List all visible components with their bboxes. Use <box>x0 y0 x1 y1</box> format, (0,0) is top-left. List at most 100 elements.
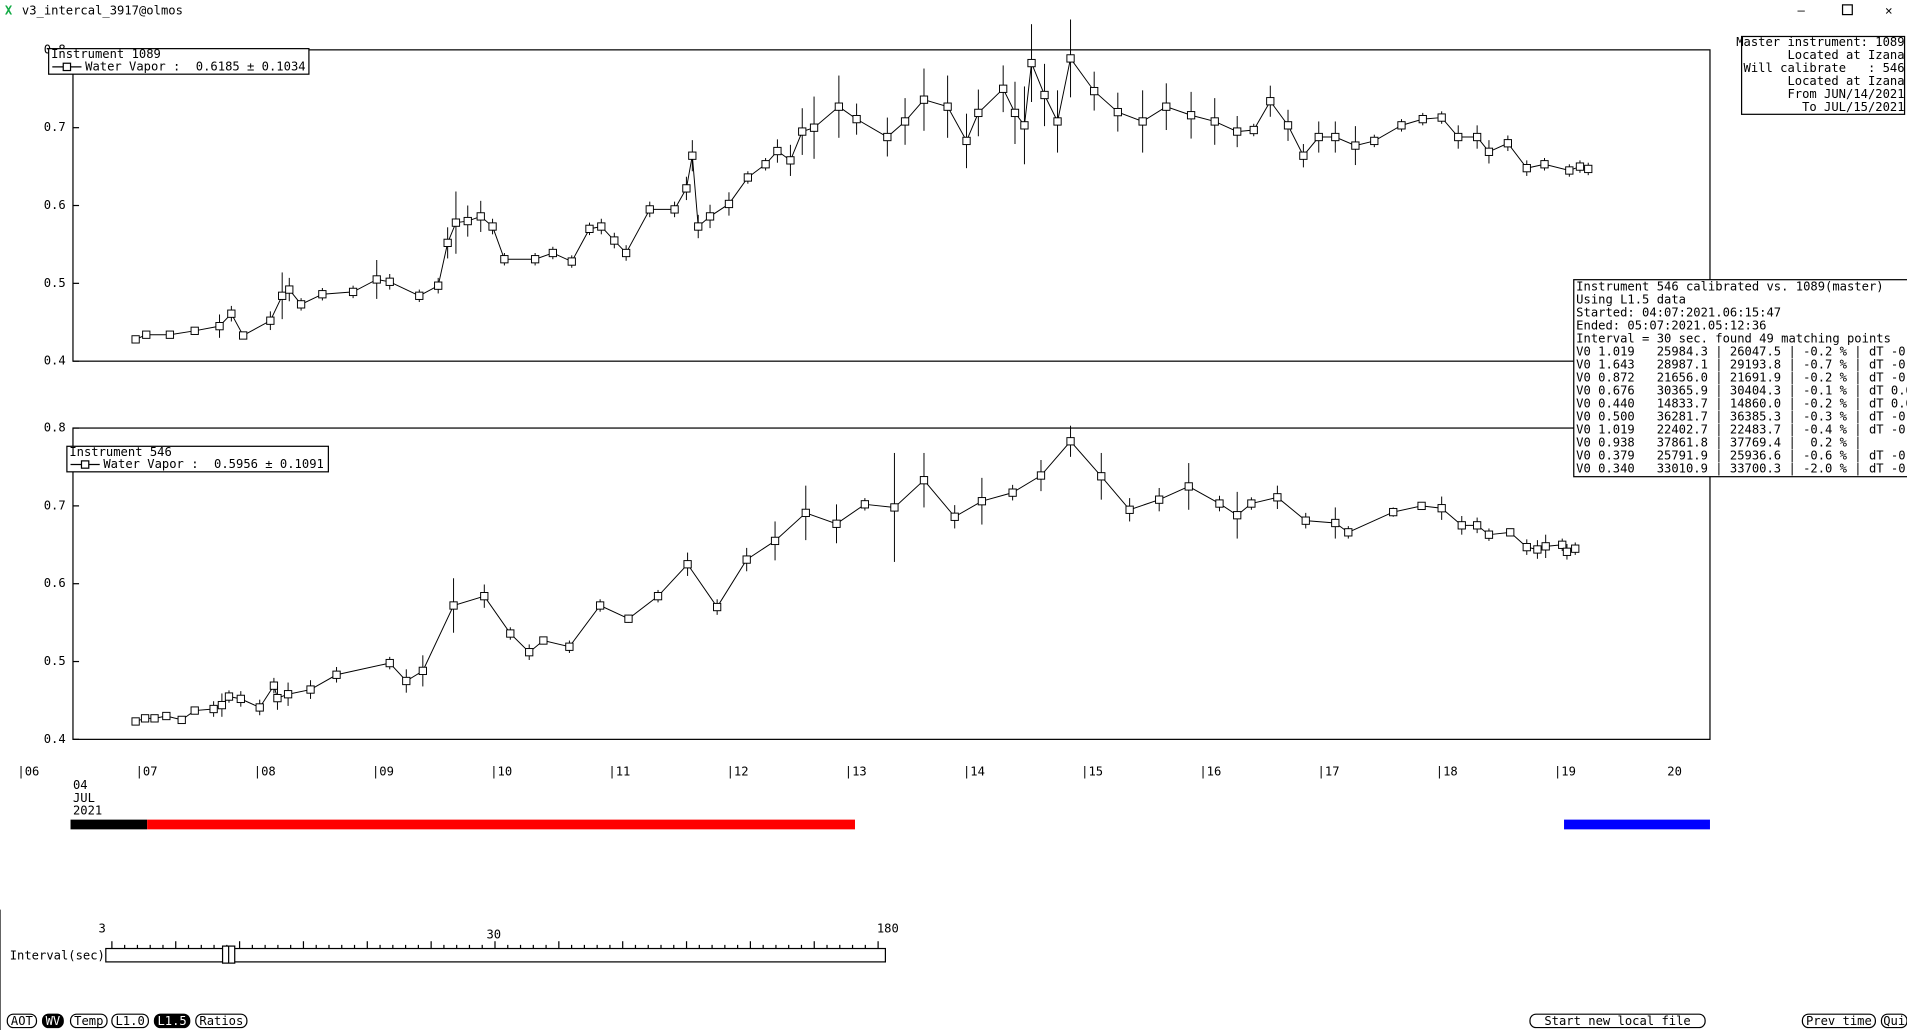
data-point <box>1053 117 1062 126</box>
calibration-line: V0 0.500 36281.7 | 36385.3 | -0.3 % | dT… <box>1576 410 1907 425</box>
button[interactable]: Qui <box>1880 1013 1907 1029</box>
data-point <box>1215 499 1224 508</box>
data-point <box>1454 132 1463 142</box>
data-point <box>530 255 540 264</box>
data-point <box>131 717 140 726</box>
button-label[interactable]: WV <box>46 1014 61 1028</box>
app-icon: X <box>5 3 13 17</box>
data-point <box>900 117 910 126</box>
data-point <box>296 300 306 309</box>
button-frame[interactable] <box>111 1013 149 1029</box>
data-point <box>150 714 159 723</box>
data-point <box>318 290 327 299</box>
data-point <box>525 648 534 657</box>
calibration-line: V0 0.379 25791.9 | 25936.6 | -0.6 % | dT… <box>1576 449 1907 464</box>
button-label[interactable]: Prev time <box>1806 1014 1872 1028</box>
data-point <box>1162 102 1171 111</box>
data-point <box>142 330 151 339</box>
legend-marker <box>62 62 72 72</box>
data-point <box>434 281 443 290</box>
button[interactable]: Temp <box>69 1013 108 1029</box>
button-label[interactable]: L1.5 <box>157 1014 186 1028</box>
x-tick-label: |06 <box>17 765 39 780</box>
button[interactable]: Prev time <box>1801 1013 1876 1029</box>
button-label[interactable]: AOT <box>11 1014 34 1028</box>
data-point <box>266 316 275 325</box>
data-point <box>177 715 186 725</box>
button-frame[interactable] <box>1801 1013 1876 1029</box>
data-point <box>1370 136 1379 146</box>
button-frame[interactable] <box>1880 1013 1907 1029</box>
button-frame[interactable] <box>6 1013 38 1029</box>
data-point <box>974 108 983 118</box>
range-bar-red <box>147 819 855 830</box>
data-point <box>1066 437 1075 446</box>
y-tick-label: 0.4 <box>44 732 66 746</box>
legend-name: Water Vapor : <box>103 457 198 471</box>
data-point <box>451 218 461 227</box>
data-point <box>1558 540 1567 549</box>
data-point <box>1090 86 1099 96</box>
data-point <box>713 602 722 612</box>
window-title: v3_intercal_3917@olmos <box>22 3 183 17</box>
x-tick-label: |10 <box>490 765 512 780</box>
data-point <box>1584 164 1593 174</box>
data-point <box>621 248 631 258</box>
data-point <box>372 275 381 284</box>
slider-label: Interval(sec) <box>10 948 105 962</box>
master-line: Located at Izana <box>1787 48 1904 62</box>
x-tick-label: 20 <box>1667 765 1682 779</box>
button[interactable]: WV <box>41 1013 64 1029</box>
data-point <box>1036 471 1046 480</box>
calibration-line: Started: 04:07:2021.06:15:47 <box>1576 306 1781 320</box>
calibration-line: Using L1.5 data <box>1576 293 1686 307</box>
data-point <box>1247 499 1256 508</box>
data-point <box>682 184 691 193</box>
data-point <box>449 601 458 610</box>
data-point <box>480 592 489 601</box>
button[interactable]: Start new local file <box>1529 1013 1706 1029</box>
button[interactable]: L1.0 <box>111 1013 149 1029</box>
button-frame[interactable] <box>41 1013 64 1029</box>
master-line: From JUN/14/2021 <box>1787 87 1904 101</box>
data-point <box>140 714 150 723</box>
x-tick-label: |19 <box>1554 765 1576 780</box>
y-tick-label: 0.4 <box>44 354 66 368</box>
minimize-button[interactable]: – <box>1798 3 1806 17</box>
plot-frame <box>72 49 1711 362</box>
data-point <box>834 102 844 111</box>
restore-button[interactable] <box>1841 4 1853 16</box>
button-label[interactable]: Start new local file <box>1544 1014 1690 1028</box>
button-label[interactable]: Qui <box>1883 1014 1905 1028</box>
date-label: 04 <box>73 778 88 792</box>
calibration-line: V0 1.019 25984.3 | 26047.5 | -0.2 % | dT… <box>1576 345 1907 360</box>
data-point <box>670 205 679 214</box>
y-tick-label: 0.6 <box>44 576 66 590</box>
data-point <box>1186 111 1196 120</box>
range-bar-black <box>70 819 148 830</box>
button-label[interactable]: Temp <box>74 1014 103 1028</box>
button-label[interactable]: Ratios <box>199 1014 243 1028</box>
calibration-line: V0 0.938 37861.8 | 37769.4 | 0.2 % | <box>1576 436 1861 451</box>
data-point <box>165 330 175 339</box>
data-point <box>1010 108 1020 118</box>
data-point <box>1522 542 1531 552</box>
data-point <box>306 685 315 694</box>
x-tick-label: |18 <box>1436 765 1458 780</box>
button-frame[interactable] <box>69 1013 108 1029</box>
data-point <box>1331 132 1340 142</box>
button[interactable]: AOT <box>6 1013 38 1029</box>
button[interactable]: L1.5 <box>153 1013 191 1029</box>
button-label[interactable]: L1.0 <box>115 1014 144 1028</box>
button[interactable]: Ratios <box>195 1013 248 1029</box>
data-point <box>761 160 770 169</box>
data-point <box>977 497 987 506</box>
data-point <box>1503 139 1512 148</box>
close-button[interactable]: ✕ <box>1885 3 1892 17</box>
button-frame[interactable] <box>195 1013 248 1029</box>
button-frame[interactable] <box>1529 1013 1706 1029</box>
data-point <box>215 322 224 331</box>
button-frame[interactable] <box>153 1013 191 1029</box>
